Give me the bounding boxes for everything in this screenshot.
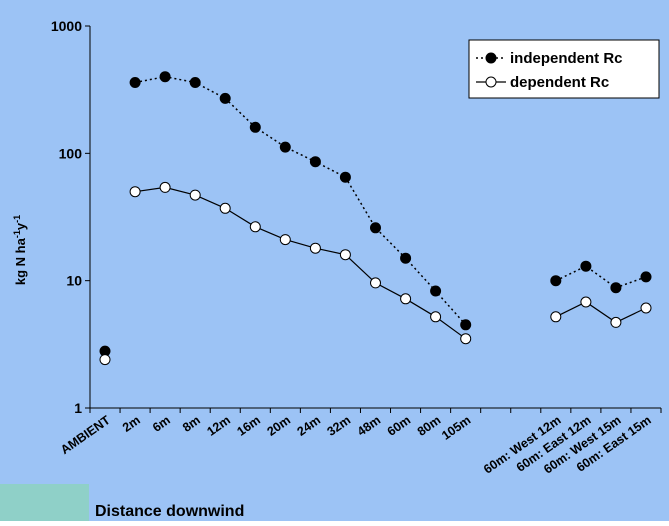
series-line-1 [555,301,647,324]
independent-point [309,156,321,168]
y-axis-title: kg N ha-1y-1 [12,215,28,285]
legend-label-independent: independent Rc [510,50,623,67]
legend-marker-dependent [485,76,497,88]
independent-point [370,222,381,234]
independent-point [339,171,351,183]
dependent-point [460,333,472,345]
dependent-point [219,202,231,214]
dependent-point [640,302,652,314]
independent-point [640,271,652,283]
x-axis-title: Distance downwind [95,503,244,520]
dependent-point [400,293,412,305]
independent-point [430,285,442,297]
independent-point [400,252,412,264]
y-tick-label: 100 [59,145,83,161]
y-tick-label: 1 [74,400,82,416]
y-axis-title-base: kg N ha [13,237,28,285]
independent-point [580,260,592,272]
legend-marker-independent [485,52,497,64]
independent-point [249,121,261,133]
dependent-point [339,249,351,261]
legend-label-dependent: dependent Rc [510,74,609,91]
accent-strip [0,484,89,521]
y-axis-title-exp1: -1 [12,230,22,238]
dependent-point [370,277,381,289]
independent-point [129,77,141,88]
dependent-point [550,311,562,323]
dependent-point [189,189,201,201]
y-tick-label: 1000 [51,18,82,34]
legend-box [468,39,660,99]
dependent-point [610,316,622,328]
independent-point [159,71,171,83]
independent-point [610,282,622,294]
dependent-point [99,354,111,366]
dependent-point [309,242,321,254]
dependent-point [279,234,291,246]
dependent-point [129,186,141,198]
independent-point [460,319,472,331]
dependent-point [159,181,171,193]
y-tick-label: 10 [66,273,82,289]
series-line-0 [555,265,647,289]
dependent-point [580,296,592,308]
independent-point [189,77,201,88]
legend: independent Rc dependent Rc [468,39,660,99]
y-axis-title-mid: y [13,222,28,230]
dependent-point [249,221,261,233]
independent-point [279,141,291,153]
independent-point [550,275,562,287]
independent-point [219,92,231,104]
y-axis-title-exp2: -1 [12,215,22,223]
dependent-point [430,311,442,323]
